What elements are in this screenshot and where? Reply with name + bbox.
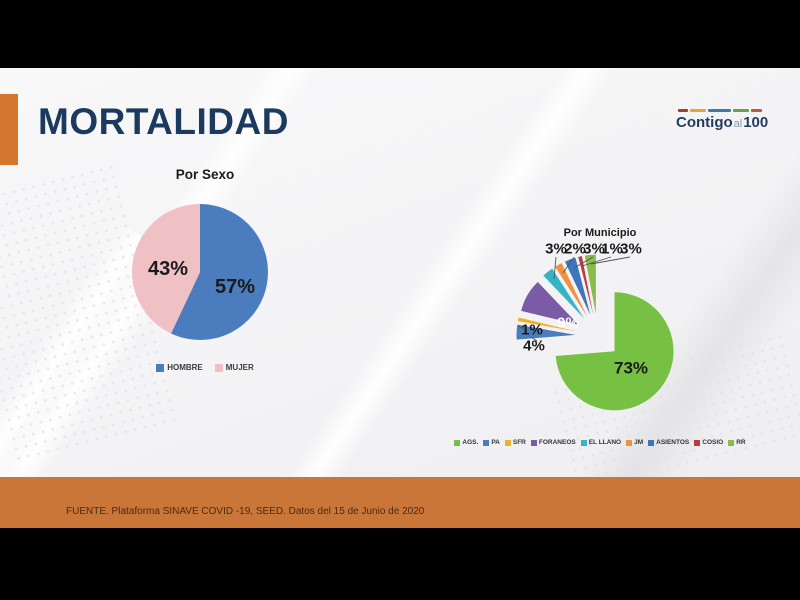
- label-leader-line: [553, 256, 557, 280]
- pie-value-label: 1%: [521, 322, 543, 339]
- legend-swatch: [214, 363, 223, 372]
- pie-slice-sfr: [517, 317, 576, 332]
- legend-label: PA: [491, 439, 500, 446]
- legend-item: SFR: [504, 439, 526, 446]
- legend-por-sexo: HOMBRE MUJER: [95, 363, 315, 372]
- chart-title-por-sexo: Por Sexo: [175, 167, 235, 182]
- pie-value-label: 73%: [614, 359, 648, 378]
- legend-label: EL LLANO: [588, 439, 622, 446]
- pie-value-label: 9%: [557, 315, 579, 332]
- legend-swatch: [694, 439, 701, 446]
- logo-text-contigo: Contigo: [676, 114, 733, 131]
- pie-slice-mujer: [131, 204, 200, 334]
- legend-label: SFR: [512, 439, 526, 446]
- pie-chart-por-sexo: 57% 43%: [131, 204, 268, 340]
- pie-value-label: 2%: [564, 241, 586, 258]
- pie-slice-jm: [555, 263, 588, 317]
- source-note: FUENTE. Plataforma SINAVE COVID -19, SEE…: [66, 506, 425, 517]
- legend-label: RR: [736, 439, 746, 446]
- legend-label: AGS.: [462, 439, 479, 446]
- legend-item: EL LLANO: [580, 439, 622, 446]
- label-leader-line: [573, 256, 594, 269]
- legend-swatch: [454, 439, 461, 446]
- legend-item: MUJER: [214, 363, 254, 372]
- legend-label: HOMBRE: [167, 363, 203, 372]
- pie-value-label: 3%: [583, 241, 605, 258]
- label-leader-line: [590, 256, 631, 265]
- legend-item: FORANEOS: [530, 439, 576, 446]
- logo-dash: [708, 109, 731, 112]
- pie-slice-hombre: [171, 204, 268, 340]
- pie-value-label: 3%: [620, 241, 642, 258]
- pie-value-label: 57%: [215, 276, 255, 298]
- label-leader-line: [517, 325, 525, 330]
- legend-swatch: [156, 363, 165, 372]
- logo-dash: [751, 109, 762, 112]
- page-title: MORTALIDAD: [38, 101, 289, 142]
- legend-swatch: [580, 439, 587, 446]
- pie-value-label: 43%: [148, 258, 188, 280]
- legend-swatch: [648, 439, 655, 446]
- legend-swatch: [504, 439, 511, 446]
- label-leader-line: [530, 336, 538, 342]
- pie-slice-rr: [584, 254, 596, 314]
- logo-wordmark: Contigo al 100: [676, 114, 776, 131]
- slide-body: MORTALIDAD Contigo al 100 Por Sexo 57% 43…: [0, 68, 800, 477]
- logo-text-al: al: [733, 118, 743, 130]
- legend-item: AGS.: [454, 439, 478, 446]
- pie-chart-por-municipio: 73%4%1% 9%3%2%3%1%3%: [516, 241, 674, 411]
- legend-por-municipio: AGS. PA SFR FORANEOS EL LLANO JM ASIENTOS COSIO…: [448, 439, 752, 446]
- label-leader-line: [581, 256, 612, 267]
- pie-slice-pa: [516, 324, 576, 340]
- legend-swatch: [530, 439, 537, 446]
- logo-dash: [678, 109, 688, 112]
- contigo-al-100-logo: Contigo al 100: [676, 109, 776, 131]
- legend-swatch: [728, 439, 735, 446]
- legend-item: JM: [626, 439, 643, 446]
- pie-slice-cosio: [578, 256, 594, 315]
- legend-swatch: [483, 439, 490, 446]
- pie-slice-el-llano: [543, 268, 585, 319]
- legend-item: COSIO: [694, 439, 723, 446]
- legend-item: RR: [728, 439, 746, 446]
- legend-label: COSIO: [702, 439, 724, 446]
- title-accent-rect: [0, 94, 18, 165]
- chart-title-por-municipio: Por Municipio: [563, 227, 637, 239]
- logo-dashes: [678, 109, 776, 112]
- legend-item: PA: [483, 439, 500, 446]
- pie-value-label: 4%: [523, 338, 545, 355]
- legend-label: JM: [634, 439, 644, 446]
- pie-slice-ags: [555, 292, 674, 411]
- legend-label: FORANEOS: [538, 439, 576, 446]
- bottom-letterbox-bar: [0, 528, 800, 600]
- legend-item: ASIENTOS: [648, 439, 689, 446]
- pie-slice-asientos: [564, 257, 591, 315]
- legend-label: MUJER: [225, 363, 254, 372]
- top-letterbox-bar: [0, 0, 800, 68]
- footer-band: FUENTE. Plataforma SINAVE COVID -19, SEE…: [0, 477, 800, 528]
- logo-text-100: 100: [743, 114, 769, 131]
- legend-item: HOMBRE: [156, 363, 203, 372]
- legend-label: ASIENTOS: [656, 439, 690, 446]
- label-leader-line: [562, 256, 575, 274]
- pie-slice-foraneos: [521, 282, 579, 325]
- pie-value-label: 3%: [545, 241, 567, 258]
- logo-dash: [733, 109, 749, 112]
- logo-dash: [690, 109, 706, 112]
- pie-value-label: 1%: [601, 241, 623, 258]
- legend-swatch: [626, 439, 633, 446]
